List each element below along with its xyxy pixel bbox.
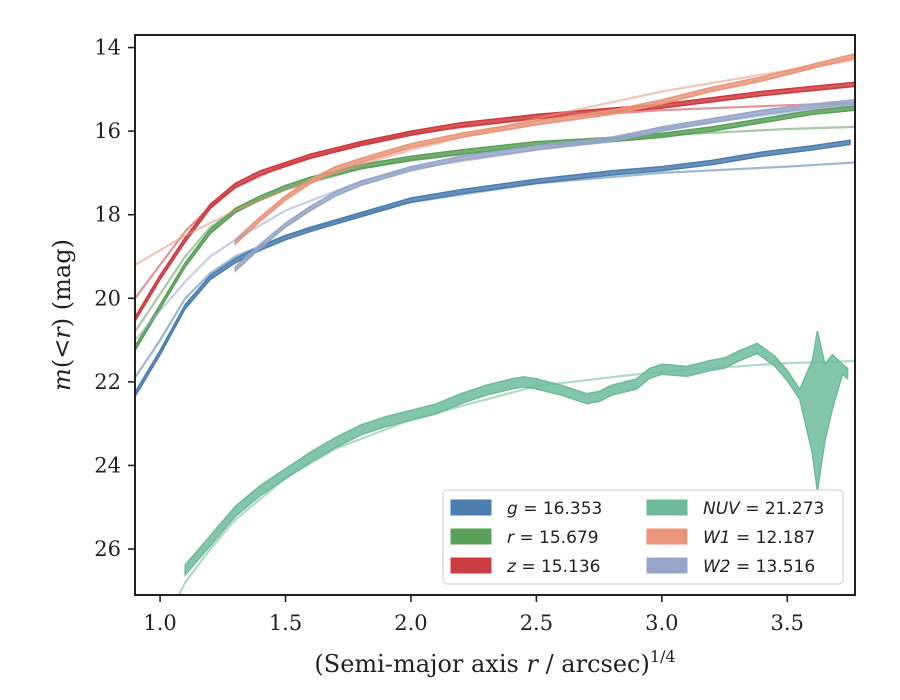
legend-swatch-w1: [646, 528, 688, 545]
profile-band-z: [135, 81, 855, 323]
legend-swatch-nuv: [646, 499, 688, 516]
y-tick-label: 26: [94, 537, 121, 561]
axes: 1.0 1.5 2.0 2.5 3.0 3.5 14 16 18 20 22 24 26: [94, 36, 804, 635]
y-tick-label: 14: [94, 36, 121, 60]
x-tick-label: 1.5: [269, 611, 302, 635]
legend-swatch-r: [450, 528, 492, 545]
x-tick-label: 1.0: [143, 611, 176, 635]
legend-swatch-w2: [646, 557, 688, 574]
legend-label-z: z = 15.136: [506, 557, 600, 577]
profile-band-g: [135, 139, 851, 398]
profile-band-w1: [234, 53, 855, 246]
profile-band-nuv: [184, 330, 849, 577]
x-tick-label: 3.0: [645, 611, 678, 635]
legend-swatch-z: [450, 557, 492, 574]
y-tick-label: 18: [94, 203, 121, 227]
plot-area: [135, 53, 855, 595]
y-tick-label: 24: [94, 453, 121, 477]
model-line-w1: [135, 59, 855, 266]
legend-label-g: g = 16.353: [507, 499, 602, 519]
x-tick-label: 2.5: [520, 611, 553, 635]
legend-label-w1: W1 = 12.187: [703, 528, 815, 548]
legend-frame: [442, 489, 844, 585]
x-tick-label: 3.5: [771, 611, 804, 635]
y-axis-label: m(<r) (mag): [48, 239, 76, 391]
y-tick-label: 20: [94, 286, 121, 310]
plot-frame: [134, 34, 856, 596]
y-tick-label: 22: [94, 370, 121, 394]
legend-label-nuv: NUV = 21.273: [703, 499, 824, 519]
y-tick-label: 16: [94, 119, 121, 143]
x-tick-label: 2.0: [394, 611, 427, 635]
legend-label-w2: W2 = 13.516: [703, 557, 815, 577]
legend: g = 16.353 r = 15.679 z = 15.136 NUV = 21.2…: [442, 489, 844, 585]
profile-band-w2: [234, 99, 855, 273]
x-axis-label: (Semi-major axis r / arcsec)1/4: [314, 647, 675, 678]
legend-label-r: r = 15.679: [507, 528, 599, 548]
legend-swatch-g: [450, 499, 492, 516]
